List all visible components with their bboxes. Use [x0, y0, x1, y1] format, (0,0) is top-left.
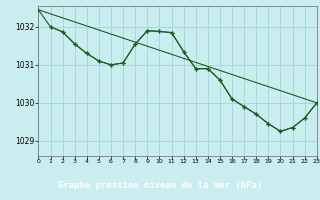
Text: Graphe pression niveau de la mer (hPa): Graphe pression niveau de la mer (hPa)	[58, 181, 262, 190]
